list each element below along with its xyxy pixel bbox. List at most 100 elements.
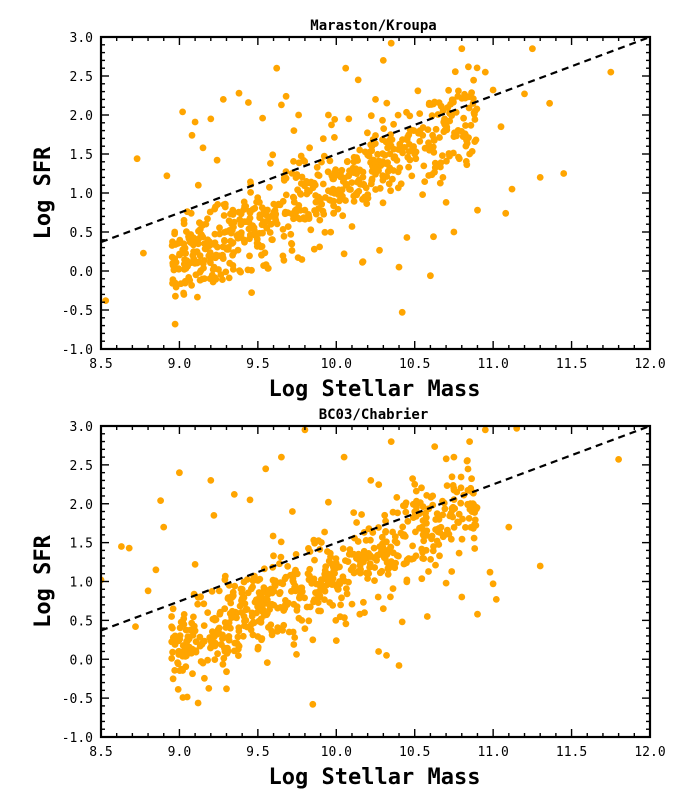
- data-point: [442, 199, 450, 206]
- data-point: [220, 212, 228, 219]
- data-point: [393, 552, 401, 559]
- data-point: [339, 178, 347, 185]
- data-point: [467, 484, 475, 492]
- data-point: [353, 519, 360, 526]
- data-point: [463, 136, 470, 144]
- data-point: [416, 110, 424, 117]
- data-point: [285, 628, 293, 636]
- data-point: [280, 256, 288, 264]
- data-point: [466, 438, 473, 445]
- data-point: [375, 524, 382, 531]
- data-point: [262, 465, 270, 473]
- data-point: [376, 569, 384, 577]
- data-point: [236, 602, 244, 610]
- data-point: [293, 603, 301, 611]
- data-point: [502, 209, 510, 217]
- data-point: [471, 116, 479, 123]
- data-point: [269, 532, 277, 540]
- data-point: [464, 501, 472, 508]
- data-point: [221, 605, 229, 613]
- data-point: [458, 593, 466, 601]
- data-point: [448, 568, 456, 575]
- data-point: [350, 198, 358, 205]
- data-point: [379, 605, 387, 613]
- data-point: [263, 659, 271, 666]
- data-point: [560, 170, 568, 177]
- data-point: [448, 473, 456, 481]
- data-point: [412, 552, 420, 560]
- data-point: [473, 105, 481, 113]
- data-point: [237, 268, 245, 276]
- data-point: [243, 623, 251, 631]
- x-tick-label: 10.5: [399, 357, 430, 372]
- x-tick-label: 10.0: [321, 357, 352, 372]
- data-point: [443, 482, 451, 489]
- data-point: [307, 178, 315, 186]
- data-point: [189, 252, 197, 259]
- data-point: [473, 64, 481, 72]
- data-point: [465, 93, 472, 101]
- data-point: [207, 115, 215, 123]
- data-point: [200, 264, 207, 272]
- data-point: [423, 613, 431, 620]
- data-point: [364, 129, 371, 137]
- data-point: [163, 172, 171, 180]
- data-point: [389, 175, 396, 183]
- data-point: [445, 86, 452, 94]
- data-point: [425, 139, 432, 147]
- data-point: [208, 588, 216, 595]
- data-point: [425, 172, 433, 179]
- data-point: [248, 289, 256, 296]
- data-point: [395, 146, 402, 153]
- data-point: [288, 247, 296, 254]
- data-point: [219, 96, 227, 103]
- data-point: [246, 496, 254, 504]
- data-point: [209, 628, 216, 636]
- data-point: [431, 159, 439, 167]
- data-point: [382, 138, 390, 146]
- data-point: [238, 585, 246, 593]
- data-point: [125, 544, 133, 552]
- data-point: [332, 617, 340, 624]
- data-point: [536, 562, 544, 570]
- data-point: [258, 204, 266, 212]
- data-point: [321, 528, 328, 536]
- data-point: [183, 228, 190, 236]
- data-point: [419, 191, 426, 199]
- data-point: [240, 612, 248, 620]
- data-point: [419, 503, 427, 511]
- data-point: [396, 164, 404, 172]
- data-point: [439, 511, 447, 519]
- data-point: [176, 239, 183, 247]
- x-tick-label: 10.0: [321, 745, 352, 760]
- data-point: [387, 593, 394, 601]
- data-point: [462, 122, 469, 129]
- data-point: [376, 184, 384, 192]
- data-point: [336, 578, 343, 585]
- data-point: [391, 533, 399, 541]
- data-point: [387, 131, 394, 139]
- data-point: [384, 571, 392, 578]
- data-point: [246, 235, 253, 243]
- data-point: [219, 660, 227, 668]
- data-point: [305, 617, 313, 625]
- data-point: [379, 158, 387, 166]
- data-point: [180, 289, 188, 297]
- data-point: [413, 497, 420, 505]
- data-point: [152, 566, 160, 574]
- data-point: [192, 648, 200, 656]
- data-point: [272, 202, 280, 210]
- data-point: [223, 685, 230, 693]
- data-point: [170, 266, 178, 274]
- data-point: [196, 633, 204, 641]
- data-point: [436, 552, 443, 560]
- data-point: [281, 210, 289, 218]
- data-point: [300, 214, 308, 222]
- data-point: [211, 656, 219, 663]
- data-point: [374, 593, 382, 601]
- data-point: [366, 564, 373, 571]
- data-point: [199, 639, 206, 647]
- data-point: [308, 579, 316, 587]
- data-point: [221, 619, 229, 626]
- data-point: [189, 631, 197, 639]
